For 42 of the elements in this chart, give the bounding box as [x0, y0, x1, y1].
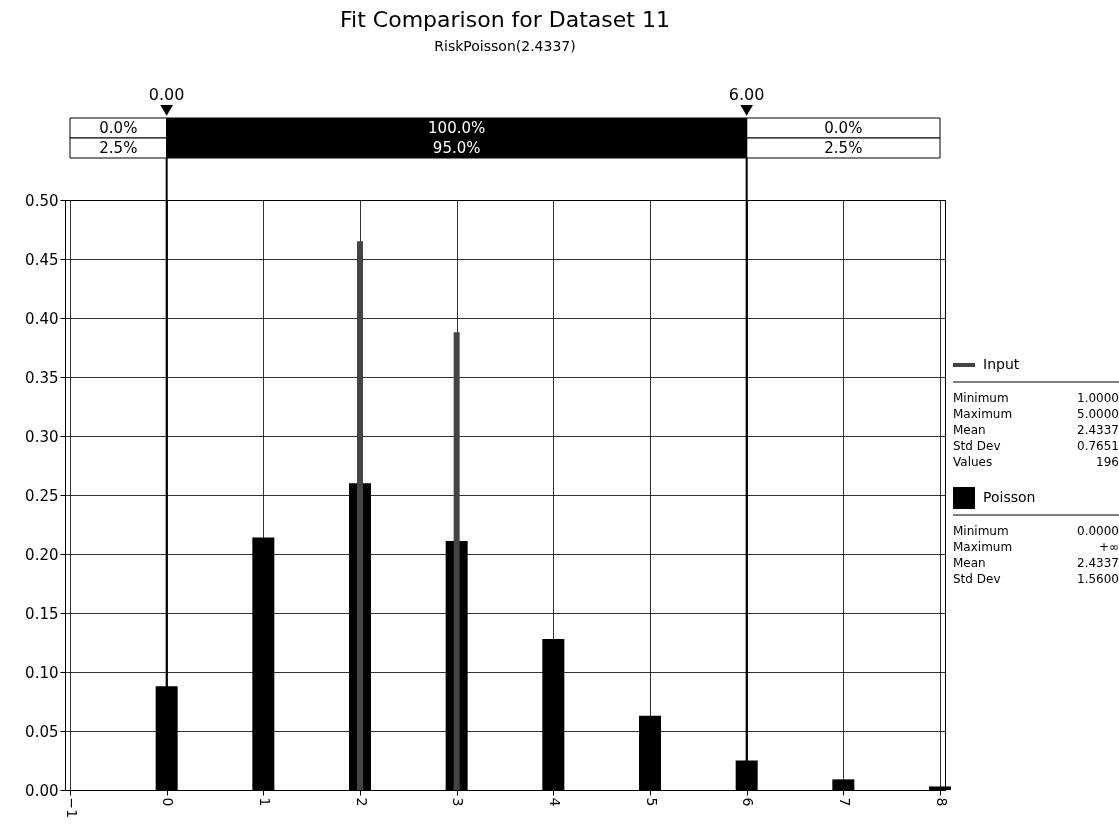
text: Mean 2.4337 [953, 556, 1119, 570]
legend-label: Input [983, 356, 1020, 372]
y-tick-label: 0.00 [25, 781, 59, 800]
y-tick-label: 0.40 [25, 309, 59, 328]
x-tick-label: −1 [63, 797, 80, 819]
y-tick-label: 0.45 [25, 250, 59, 269]
x-tick-label: 8 [933, 797, 950, 807]
text: 2.5% [824, 139, 863, 157]
text: 0.0% [99, 119, 138, 137]
chart-title: Fit Comparison for Dataset 11 [340, 7, 670, 32]
ref-line-label: 6.00 [728, 85, 765, 104]
legend-label: Poisson [983, 489, 1036, 505]
text: Minimum 0.0000 [953, 524, 1119, 538]
text: Maximum 5.0000 [953, 407, 1119, 421]
x-tick-label: 2 [353, 797, 370, 807]
x-tick-label: 6 [740, 797, 757, 807]
x-tick-label: 4 [546, 797, 563, 807]
y-tick-label: 0.05 [25, 722, 59, 741]
x-tick-label: 1 [256, 797, 273, 807]
y-tick-label: 0.35 [25, 368, 59, 387]
x-tick-label: 0 [160, 797, 177, 807]
text: Maximum +∞ [953, 540, 1119, 554]
y-tick-label: 0.50 [25, 191, 59, 210]
text: Mean 2.4337 [953, 423, 1119, 437]
text: Minimum 1.0000 [953, 391, 1119, 405]
chart-subtitle: RiskPoisson(2.4337) [434, 38, 576, 54]
y-tick-label: 0.30 [25, 427, 59, 446]
text: Std Dev 0.7651 [953, 439, 1119, 453]
text: 100.0% [428, 119, 486, 137]
text: 2.5% [99, 139, 138, 157]
text: Std Dev 1.5600 [953, 572, 1119, 586]
y-tick-label: 0.25 [25, 486, 59, 505]
text: Values 196 [953, 455, 1119, 469]
ref-line-label: 0.00 [148, 85, 185, 104]
text: 95.0% [432, 139, 481, 157]
text: 0.0% [824, 119, 863, 137]
x-tick-label: 5 [643, 797, 660, 807]
x-tick-label: 7 [836, 797, 853, 807]
y-tick-label: 0.10 [25, 663, 59, 682]
y-tick-label: 0.20 [25, 545, 59, 564]
x-tick-label: 3 [450, 797, 467, 807]
y-tick-label: 0.15 [25, 604, 59, 623]
